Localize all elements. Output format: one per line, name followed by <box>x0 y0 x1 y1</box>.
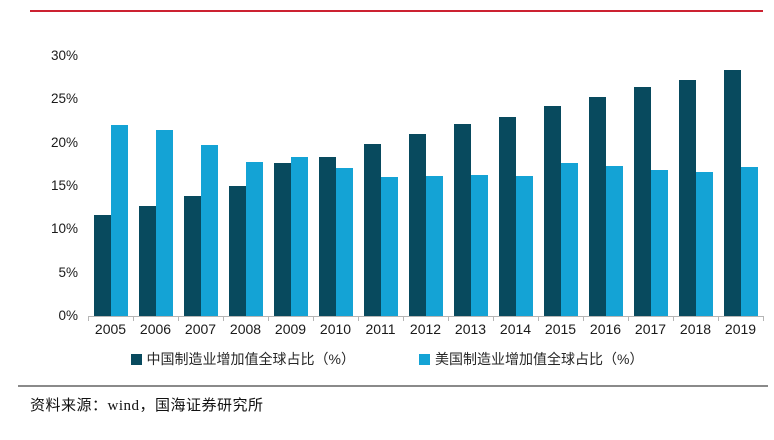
legend: 中国制造业增加值全球占比（%） 美国制造业增加值全球占比（%） <box>0 349 774 369</box>
legend-swatch-icon <box>130 354 142 365</box>
y-tick-label: 10% <box>50 221 78 237</box>
plot-area <box>88 56 764 321</box>
bar-us-2005 <box>110 125 128 316</box>
bar-us-2012 <box>425 176 443 316</box>
source-note: 资料来源：wind，国海证券研究所 <box>30 398 264 414</box>
x-axis-tick <box>493 316 494 321</box>
x-axis-tick <box>628 316 629 321</box>
x-tick-label: 2005 <box>94 321 127 337</box>
bar-us-2006 <box>155 129 173 316</box>
bar-china-2006 <box>138 205 156 316</box>
bar-us-2010 <box>335 167 353 316</box>
bar-us-2011 <box>380 177 398 316</box>
legend-swatch-icon <box>419 354 430 365</box>
x-tick-label: 2018 <box>679 321 712 337</box>
x-tick-label: 2013 <box>454 321 487 337</box>
x-axis-tick <box>403 316 404 321</box>
bar-us-2014 <box>515 175 533 316</box>
bar-china-2005 <box>93 214 111 316</box>
x-tick-label: 2008 <box>229 321 262 337</box>
y-axis: 0% 5% 10% 15% 20% 25% 30% <box>28 48 78 326</box>
x-tick-label: 2007 <box>184 321 217 337</box>
x-axis-tick <box>763 316 764 321</box>
y-tick-label: 20% <box>50 134 78 150</box>
bar-china-2007 <box>183 195 201 316</box>
bar-us-2019 <box>740 166 758 316</box>
x-axis-tick <box>358 316 359 321</box>
bar-us-2009 <box>290 156 308 316</box>
bar-china-2019 <box>723 69 741 316</box>
x-tick-label: 2011 <box>365 321 396 337</box>
x-axis-tick <box>673 316 674 321</box>
bar-china-2015 <box>543 106 561 316</box>
x-tick-label: 2019 <box>724 321 757 337</box>
x-axis-tick <box>88 316 89 321</box>
legend-item-us: 美国制造业增加值全球占比（%） <box>419 349 643 369</box>
bar-china-2010 <box>318 156 336 316</box>
bar-china-2016 <box>588 96 606 316</box>
y-tick-label: 25% <box>50 91 78 107</box>
legend-label: 美国制造业增加值全球占比（%） <box>435 351 644 367</box>
x-tick-label: 2009 <box>274 321 307 337</box>
bar-china-2012 <box>408 134 426 316</box>
bar-us-2018 <box>695 172 713 316</box>
bar-china-2013 <box>453 124 471 316</box>
bar-china-2018 <box>678 80 696 316</box>
x-axis-tick <box>583 316 584 321</box>
x-tick-label: 2012 <box>409 321 442 337</box>
x-axis-tick <box>718 316 719 321</box>
y-tick-label: 5% <box>58 264 78 280</box>
x-axis-tick <box>223 316 224 321</box>
x-tick-label: 2015 <box>544 321 577 337</box>
y-tick-label: 0% <box>58 308 78 323</box>
bar-us-2007 <box>200 145 218 316</box>
bar-us-2015 <box>560 163 578 316</box>
bar-china-2017 <box>633 87 651 316</box>
x-tick-label: 2016 <box>589 321 622 337</box>
x-tick-label: 2010 <box>319 321 352 337</box>
legend-item-china: 中国制造业增加值全球占比（%） <box>130 349 355 369</box>
x-axis-tick <box>448 316 449 321</box>
bar-us-2013 <box>470 174 488 316</box>
bar-china-2014 <box>498 116 516 316</box>
x-axis-tick <box>538 316 539 321</box>
bar-us-2017 <box>650 170 668 316</box>
y-tick-label: 15% <box>50 178 78 193</box>
legend-label: 中国制造业增加值全球占比（%） <box>146 351 355 367</box>
x-tick-label: 2006 <box>139 321 172 337</box>
x-axis-tick <box>268 316 269 321</box>
bar-china-2009 <box>273 163 291 316</box>
footer-separator <box>18 385 768 387</box>
bar-china-2008 <box>228 186 246 316</box>
bar-us-2016 <box>605 166 623 316</box>
bar-us-2008 <box>245 161 263 316</box>
x-axis-tick <box>178 316 179 321</box>
x-tick-label: 2017 <box>634 321 667 337</box>
y-tick-label: 30% <box>50 48 78 63</box>
x-tick-label: 2014 <box>499 321 532 337</box>
x-axis: 2005 2006 2007 2008 2009 2010 2011 2012 2013 2014… <box>88 321 763 339</box>
x-axis-tick <box>133 316 134 321</box>
x-axis-tick <box>313 316 314 321</box>
top-red-rule <box>30 10 763 12</box>
bar-china-2011 <box>363 144 381 316</box>
